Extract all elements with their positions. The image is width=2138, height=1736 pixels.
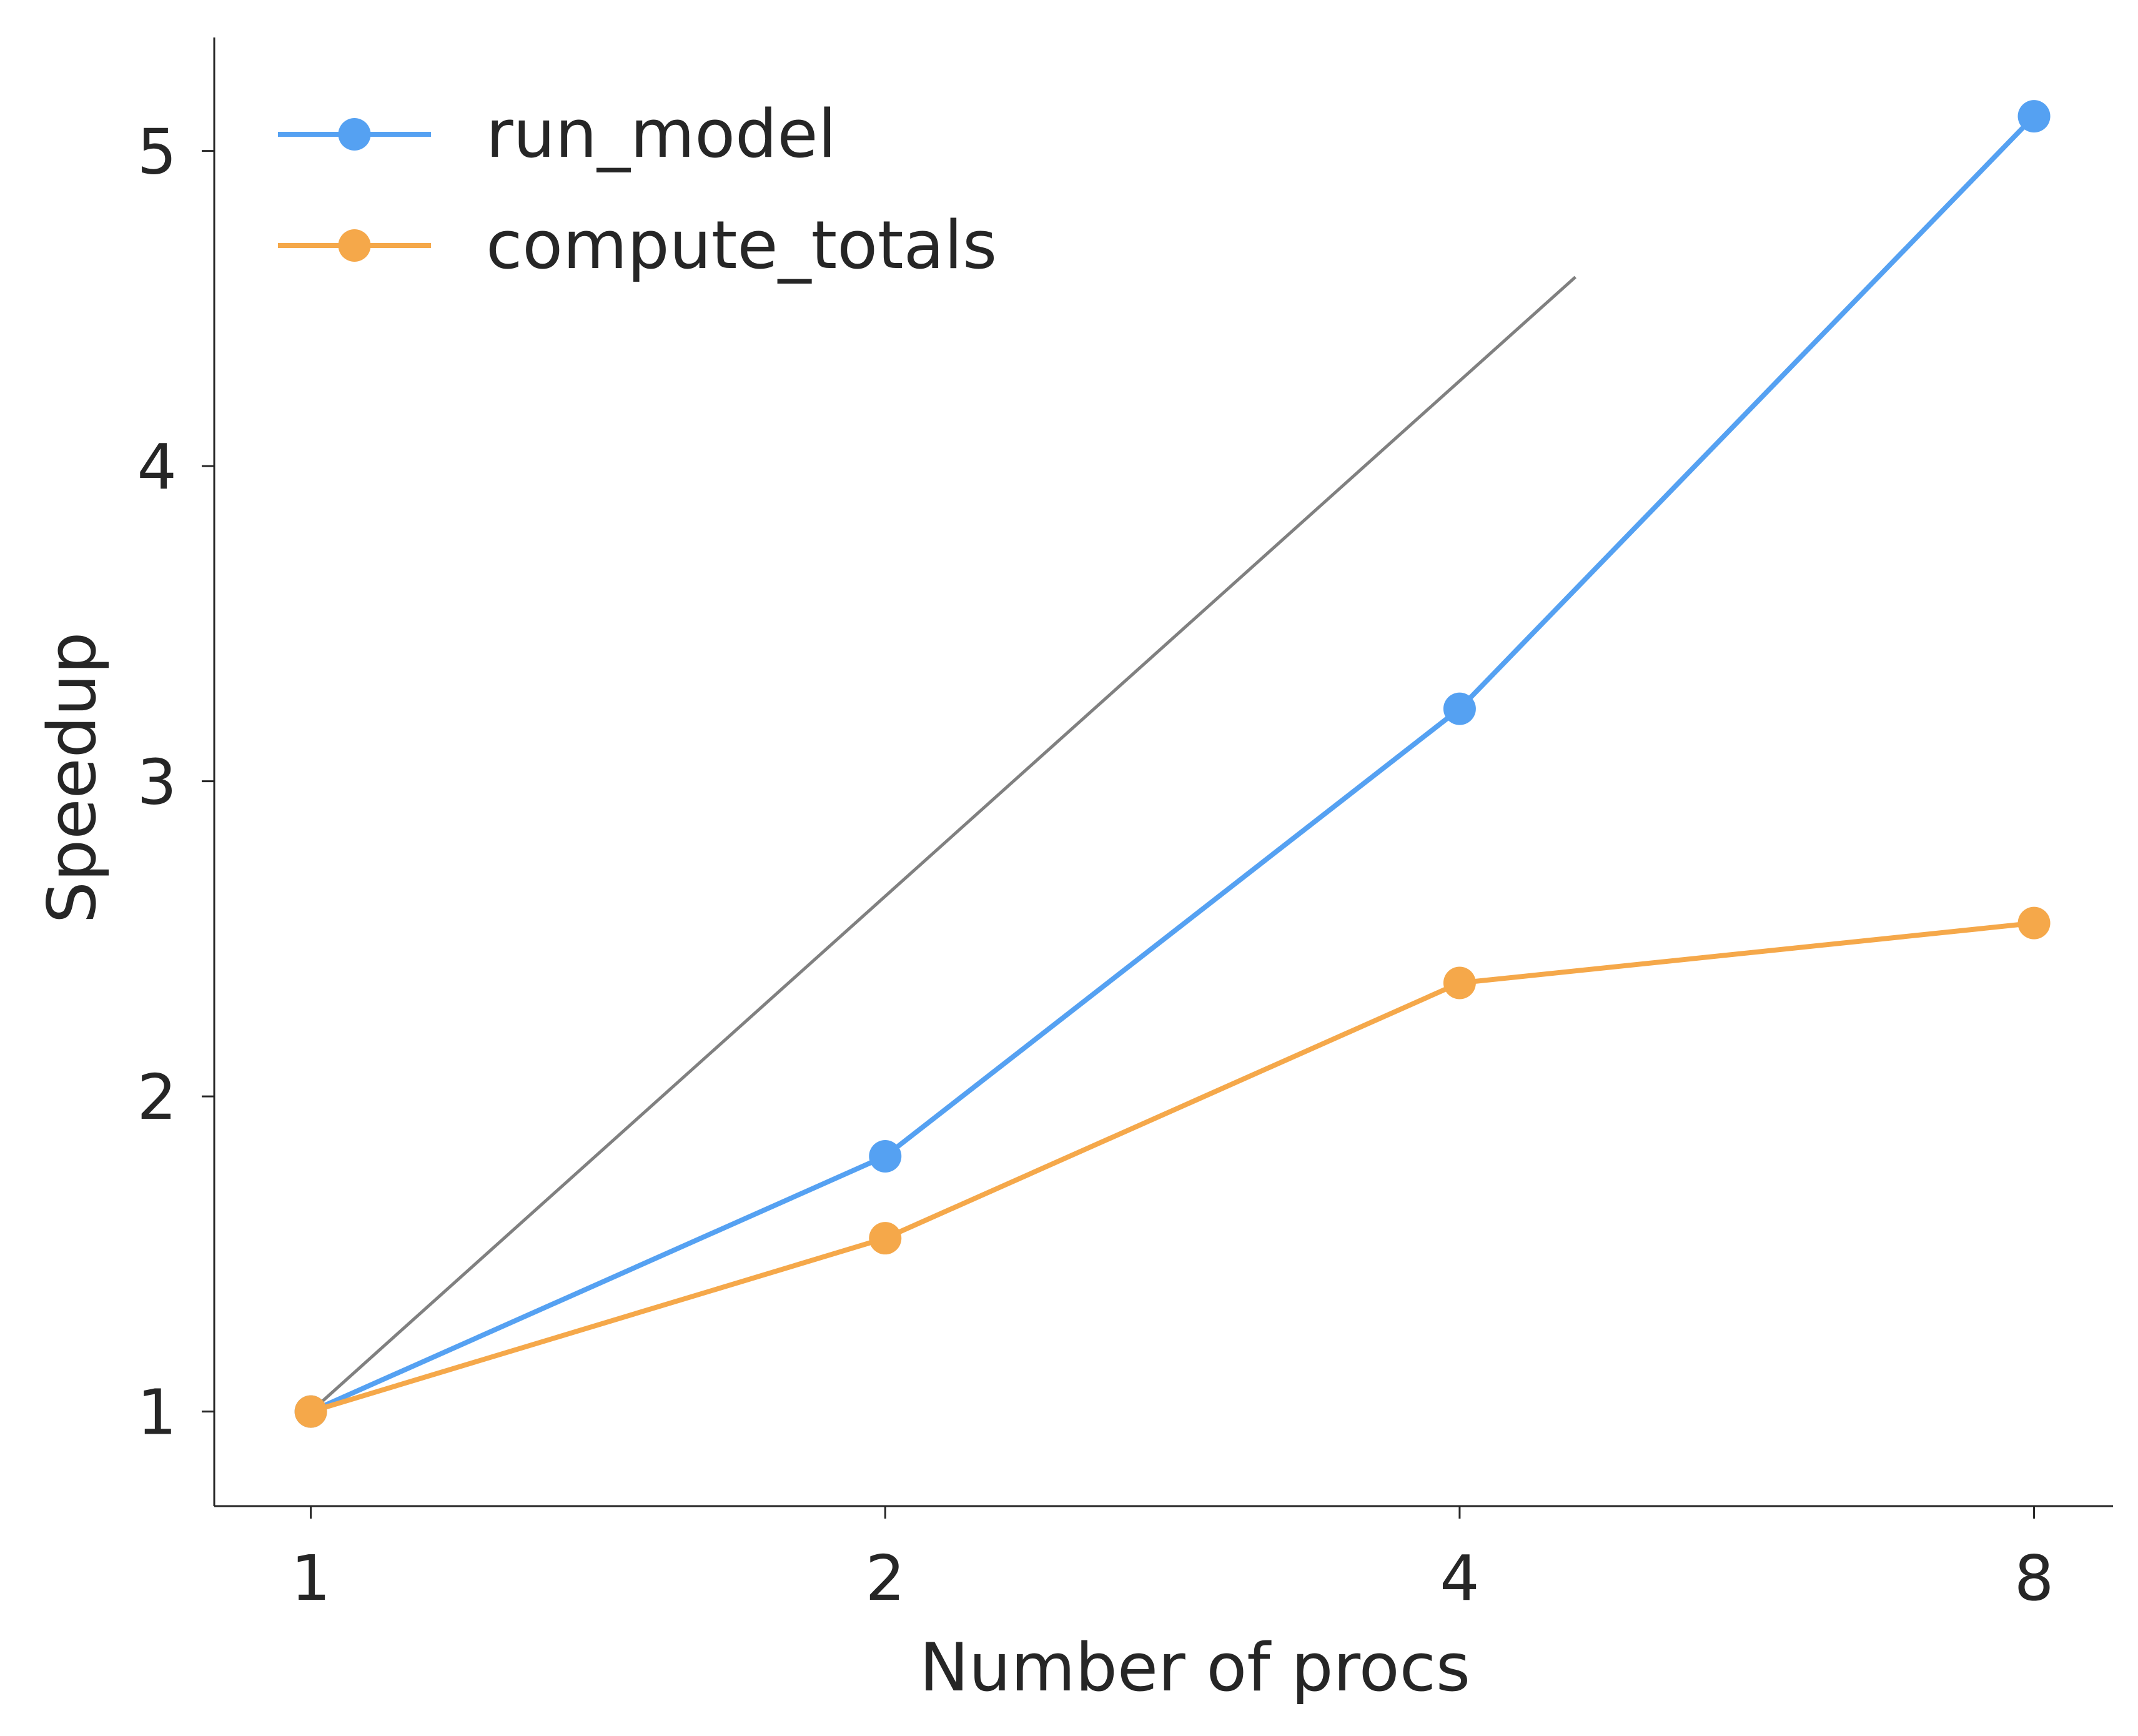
x-tick-label-4: 4	[1440, 1542, 1480, 1615]
data-point-compute-totals-8	[2017, 906, 2051, 940]
y-tick-label-4: 4	[137, 430, 177, 503]
legend-marker-run-model	[338, 118, 371, 151]
x-tick-label-1: 1	[291, 1542, 331, 1615]
data-point-compute-totals-2	[869, 1222, 902, 1255]
x-tick-label-2: 2	[865, 1542, 905, 1615]
ideal-speedup-line	[309, 275, 1577, 1413]
legend: run_model compute_totals	[278, 96, 997, 284]
y-tick-label-1: 1	[137, 1376, 177, 1449]
legend-marker-compute-totals	[338, 229, 371, 262]
series-line-compute-totals	[310, 920, 2034, 1414]
x-tick-label-8: 8	[2014, 1542, 2054, 1615]
data-point-compute-totals-1	[294, 1395, 327, 1428]
data-point-run-model-2	[869, 1139, 902, 1173]
y-tick-label-5: 5	[137, 116, 177, 189]
y-tick-label-2: 2	[137, 1061, 177, 1134]
data-point-run-model-4	[1443, 692, 1476, 725]
x-axis-title: Number of procs	[919, 1629, 1470, 1706]
series-line-run-model	[309, 114, 2036, 1414]
data-point-run-model-8	[2017, 100, 2051, 133]
plot-area	[294, 100, 2051, 1428]
y-tick-label-3: 3	[137, 746, 177, 819]
data-point-compute-totals-4	[1443, 966, 1476, 999]
legend-label-run-model: run_model	[486, 96, 836, 172]
legend-label-compute-totals: compute_totals	[486, 207, 997, 284]
y-axis-title: Speedup	[34, 632, 111, 924]
